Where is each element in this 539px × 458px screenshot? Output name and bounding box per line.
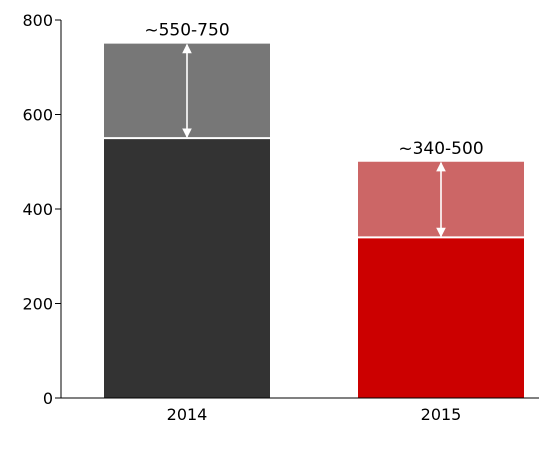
x-tick-label-2014: 2014 [167,405,208,424]
range-label-2015: ~340-500 [398,139,483,159]
bar-2014-segment-1 [104,138,270,398]
x-tick-label-2015: 2015 [421,405,462,424]
bar-2015-segment-1 [358,237,524,398]
y-tick-label-800: 800 [22,11,53,30]
y-tick-label-200: 200 [22,295,53,314]
y-tick-label-400: 400 [22,200,53,219]
y-tick-label-0: 0 [43,389,53,408]
range-label-2014: ~550-750 [144,21,229,41]
y-tick-label-600: 600 [22,106,53,125]
